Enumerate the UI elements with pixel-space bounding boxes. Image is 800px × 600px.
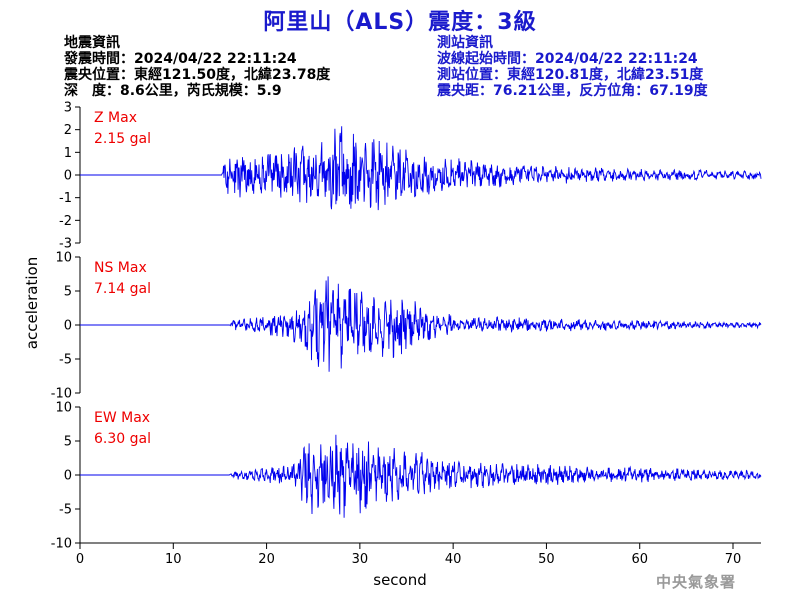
y-tick-label: 0 <box>64 469 72 484</box>
quake-location: 震央位置：東經121.50度，北緯23.78度 <box>64 67 331 83</box>
y-tick-label: 3 <box>64 101 72 116</box>
peak-value-label: 2.15 gal <box>94 131 151 147</box>
x-tick-label: 20 <box>258 552 275 567</box>
waveform-trace <box>80 434 762 518</box>
component-label: Z Max <box>94 110 137 126</box>
y-tick-label: -2 <box>59 214 72 229</box>
y-tick-label: 1 <box>64 146 72 161</box>
y-tick-label: -5 <box>59 503 72 518</box>
y-tick-label: -5 <box>59 353 72 368</box>
peak-value-label: 7.14 gal <box>94 281 151 297</box>
component-label: NS Max <box>94 260 147 276</box>
chart-title: 阿里山（ALS）震度：3級 <box>263 10 537 35</box>
y-tick-label: 10 <box>55 251 72 266</box>
x-tick-label: 0 <box>76 552 84 567</box>
y-tick-label: -1 <box>59 191 72 206</box>
x-tick-label: 70 <box>725 552 742 567</box>
y-tick-label: -3 <box>59 237 72 252</box>
peak-value-label: 6.30 gal <box>94 431 151 447</box>
y-tick-label: 5 <box>64 285 72 300</box>
y-tick-label: 10 <box>55 401 72 416</box>
x-axis-title: second <box>373 571 427 589</box>
y-tick-label: 0 <box>64 319 72 334</box>
x-tick-label: 40 <box>445 552 462 567</box>
quake-info-block: 地震資訊 發震時間：2024/04/22 22:11:24 震央位置：東經121… <box>64 35 330 99</box>
station-distance-azimuth: 震央距：76.21公里，反方位角：67.19度 <box>437 83 708 99</box>
y-tick-label: 0 <box>64 169 72 184</box>
station-start-time: 波線起始時間：2024/04/22 22:11:24 <box>437 51 698 67</box>
quake-info-heading: 地震資訊 <box>64 35 120 51</box>
y-axis-title: acceleration <box>23 257 41 349</box>
watermark-agency: 中央氣象署 <box>656 573 737 591</box>
x-tick-label: 10 <box>165 552 182 567</box>
station-location: 測站位置：東經120.81度，北緯23.51度 <box>437 67 704 83</box>
station-info-heading: 測站資訊 <box>437 35 493 51</box>
y-tick-label: -10 <box>51 387 72 402</box>
y-tick-label: -10 <box>51 537 72 552</box>
x-tick-label: 30 <box>352 552 369 567</box>
y-tick-label: 2 <box>64 123 72 138</box>
component-label: EW Max <box>94 410 150 426</box>
y-tick-label: 5 <box>64 435 72 450</box>
waveform-trace <box>80 126 762 211</box>
x-tick-label: 50 <box>538 552 555 567</box>
quake-time: 發震時間：2024/04/22 22:11:24 <box>64 51 297 67</box>
waveform-trace <box>80 276 762 372</box>
x-tick-label: 60 <box>631 552 648 567</box>
quake-depth-magnitude: 深 度：8.6公里，芮氏規模：5.9 <box>64 83 282 99</box>
station-info-block: 測站資訊 波線起始時間：2024/04/22 22:11:24 測站位置：東經1… <box>437 35 708 99</box>
